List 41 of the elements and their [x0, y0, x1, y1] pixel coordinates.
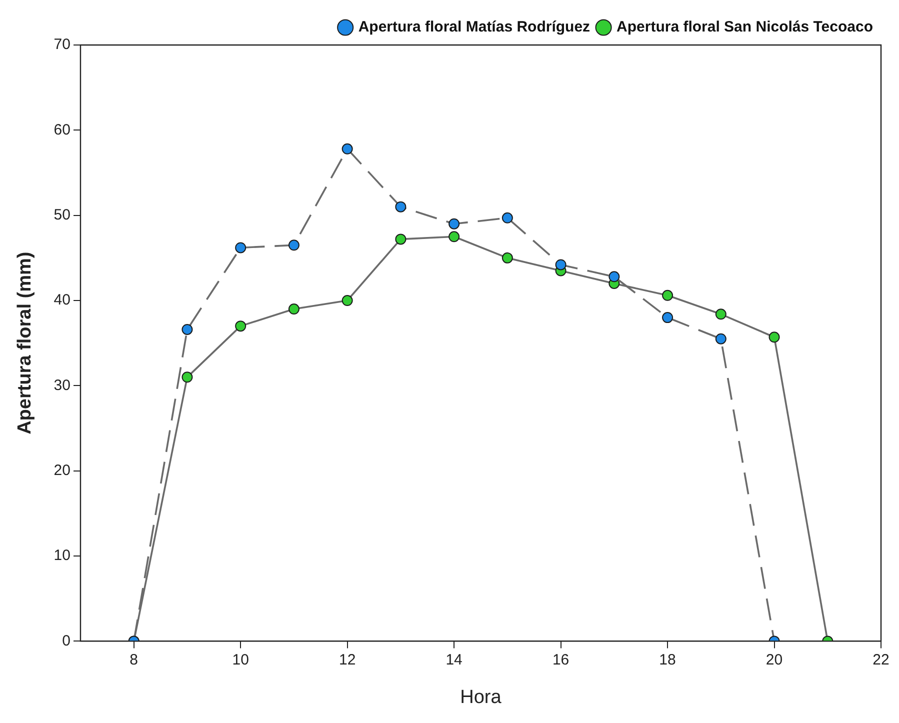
y-tick-label: 20	[54, 462, 70, 479]
x-tick-label: 20	[766, 651, 783, 668]
x-tick-label: 8	[130, 651, 138, 668]
y-tick-label: 0	[62, 632, 70, 650]
y-tick-label: 60	[54, 121, 70, 138]
point	[288, 240, 300, 251]
point	[502, 252, 513, 264]
point	[662, 312, 674, 324]
point	[448, 218, 460, 230]
point	[502, 212, 513, 224]
point	[448, 231, 460, 242]
x-tick-label: 18	[659, 651, 676, 668]
point	[288, 304, 300, 315]
x-axis-title: Hora	[460, 686, 502, 708]
point	[608, 271, 620, 282]
legend-label: Apertura floral Matías Rodríguez	[358, 18, 590, 36]
point	[395, 201, 406, 212]
point	[342, 295, 353, 306]
point	[555, 259, 566, 270]
legend-label: Apertura floral San Nicolás Tecoaco	[616, 18, 874, 36]
point	[182, 324, 193, 335]
point	[235, 242, 246, 254]
point	[342, 143, 353, 154]
y-tick-label: 70	[54, 36, 70, 54]
y-tick-label: 40	[54, 292, 70, 309]
point	[182, 372, 193, 383]
x-tick-label: 22	[872, 651, 890, 668]
y-axis-title: Apertura floral (mm)	[14, 252, 36, 434]
y-tick-label: 30	[54, 376, 70, 394]
point	[235, 320, 246, 332]
y-tick-label: 50	[54, 206, 70, 224]
x-tick-label: 12	[338, 651, 356, 668]
x-tick-label: 16	[552, 651, 570, 668]
point	[662, 290, 674, 301]
point	[715, 333, 726, 344]
y-tick-label: 10	[54, 547, 70, 564]
point	[395, 234, 406, 245]
point	[715, 308, 726, 320]
point	[768, 332, 780, 343]
x-tick-label: 10	[232, 651, 249, 668]
x-tick-label: 14	[446, 651, 462, 668]
